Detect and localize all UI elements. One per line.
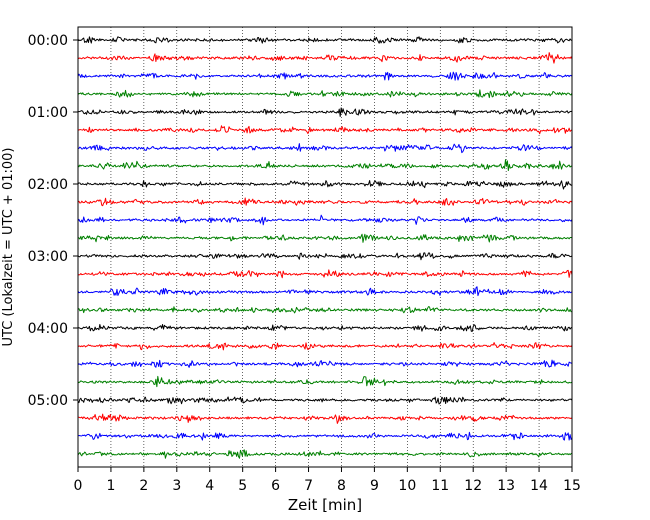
seismic-trace xyxy=(77,413,573,424)
x-tick-label: 12 xyxy=(464,478,482,494)
seismic-traces xyxy=(77,36,573,459)
seismic-trace xyxy=(77,449,573,459)
seismic-trace xyxy=(77,342,573,351)
seismic-trace xyxy=(77,197,573,207)
seismic-trace xyxy=(77,214,573,226)
plot-area xyxy=(78,27,572,467)
y-tick-label: 00:00 xyxy=(28,33,68,49)
seismic-trace xyxy=(77,36,573,44)
x-axis-ticks: 0 1 2 3 4 5 6 7 8 9 10 11 12 13 14 15 xyxy=(74,467,581,494)
plot-frame xyxy=(77,26,573,468)
x-tick-label: 13 xyxy=(497,478,515,494)
y-axis-ticks: 00:00 01:00 02:00 03:00 04:00 05:00 xyxy=(28,33,78,409)
x-tick-label: 2 xyxy=(139,478,148,494)
x-tick-label: 15 xyxy=(563,478,581,494)
x-tick-label: 10 xyxy=(398,478,416,494)
vertical-gridlines xyxy=(110,27,540,467)
seismic-trace xyxy=(77,252,573,261)
seismic-trace xyxy=(77,306,573,314)
seismic-trace xyxy=(77,233,573,243)
seismic-trace xyxy=(77,359,573,368)
seismic-trace xyxy=(77,143,573,154)
x-tick-label: 7 xyxy=(304,478,313,494)
x-tick-label: 3 xyxy=(172,478,181,494)
x-tick-label: 14 xyxy=(530,478,548,494)
x-tick-label: 9 xyxy=(370,478,379,494)
x-tick-label: 6 xyxy=(271,478,280,494)
seismic-trace xyxy=(77,89,573,99)
seismic-trace xyxy=(77,52,573,64)
y-axis-label: UTC (Lokalzeit = UTC + 01:00) xyxy=(1,148,16,347)
x-tick-label: 1 xyxy=(106,478,115,494)
seismic-trace xyxy=(77,431,573,441)
x-axis-label: Zeit [min] xyxy=(288,496,362,514)
y-tick-label: 05:00 xyxy=(28,393,68,409)
seismic-trace xyxy=(77,71,573,81)
y-tick-label: 02:00 xyxy=(28,177,68,193)
y-tick-label: 04:00 xyxy=(28,321,68,337)
seismic-trace xyxy=(77,125,573,135)
seismic-trace xyxy=(77,269,573,279)
x-tick-label: 0 xyxy=(74,478,83,494)
seismic-trace xyxy=(77,107,573,117)
seismic-trace xyxy=(77,323,573,332)
y-tick-label: 03:00 xyxy=(28,249,68,265)
x-tick-label: 5 xyxy=(238,478,247,494)
seismic-trace xyxy=(77,375,573,388)
seismic-trace xyxy=(77,286,573,297)
seismic-trace xyxy=(77,159,573,172)
seismic-trace xyxy=(77,396,573,405)
y-tick-label: 01:00 xyxy=(28,105,68,121)
x-tick-label: 11 xyxy=(431,478,449,494)
seismic-trace xyxy=(77,180,573,190)
x-tick-label: 8 xyxy=(337,478,346,494)
x-tick-label: 4 xyxy=(205,478,214,494)
